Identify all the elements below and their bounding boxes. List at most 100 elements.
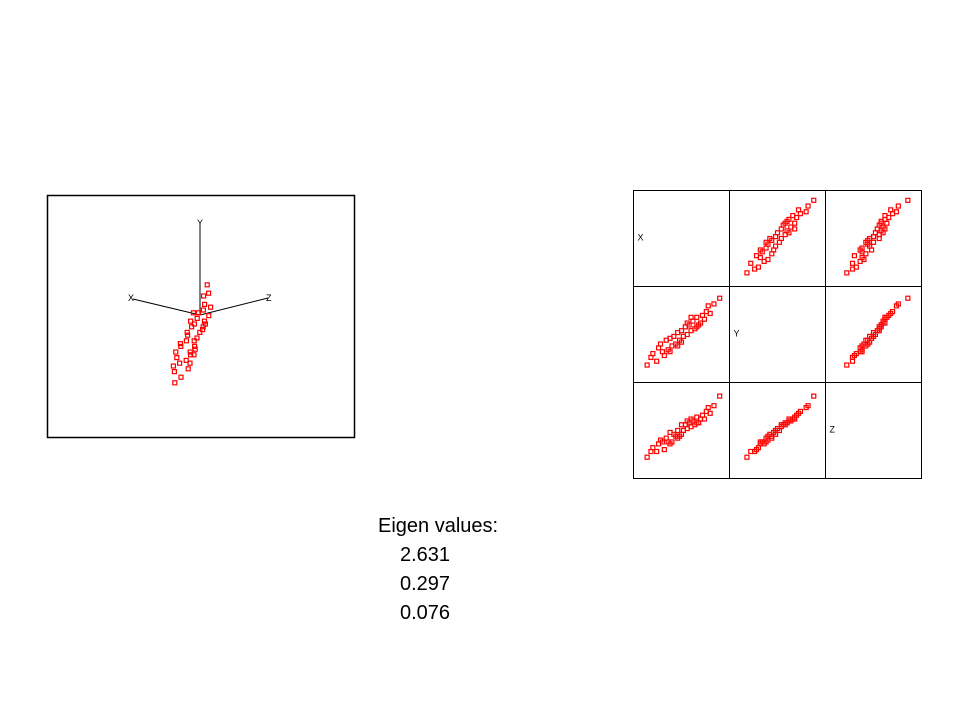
point <box>177 341 183 347</box>
point <box>170 363 176 369</box>
point <box>177 360 183 366</box>
point <box>711 301 717 307</box>
point <box>844 362 850 368</box>
point <box>795 410 802 416</box>
point <box>893 303 900 309</box>
point <box>200 324 206 330</box>
point <box>684 320 690 326</box>
point <box>206 313 212 319</box>
point <box>790 212 796 219</box>
point <box>751 266 758 272</box>
point <box>782 420 788 426</box>
point <box>757 247 763 253</box>
point <box>671 333 677 340</box>
point <box>867 339 873 345</box>
point <box>654 358 660 364</box>
point <box>857 349 863 355</box>
point <box>905 197 911 203</box>
variable-label: Y <box>734 329 740 339</box>
point <box>654 448 660 455</box>
point <box>189 324 195 330</box>
point <box>178 374 184 380</box>
point <box>882 226 888 232</box>
point <box>194 315 200 321</box>
point <box>172 380 178 386</box>
axis-3d <box>199 297 269 316</box>
point <box>805 203 811 209</box>
eigen-value: 0.076 <box>400 602 451 624</box>
point <box>803 209 809 215</box>
point <box>667 349 673 355</box>
point <box>694 324 700 330</box>
point <box>857 247 863 253</box>
point <box>657 437 664 443</box>
point <box>748 260 754 266</box>
point <box>675 427 681 434</box>
point <box>697 320 704 326</box>
point <box>195 310 201 316</box>
point <box>701 416 708 422</box>
point <box>803 404 809 411</box>
point <box>717 393 723 399</box>
point <box>786 230 792 236</box>
point <box>893 209 900 215</box>
point <box>767 431 773 437</box>
point <box>201 318 207 324</box>
point <box>667 441 673 447</box>
point <box>648 354 654 361</box>
point <box>786 216 792 223</box>
point <box>772 243 779 249</box>
point <box>774 230 781 236</box>
point <box>882 314 888 320</box>
point <box>765 256 771 263</box>
point <box>878 324 884 330</box>
point <box>184 329 190 335</box>
point <box>705 404 711 411</box>
point <box>192 346 198 352</box>
point <box>644 454 650 460</box>
point <box>851 253 858 259</box>
point <box>204 282 210 288</box>
point <box>187 349 193 355</box>
point <box>194 335 200 341</box>
point <box>707 410 713 416</box>
point <box>707 310 713 317</box>
point <box>678 339 685 345</box>
point <box>200 307 206 313</box>
point <box>188 352 194 358</box>
point <box>191 338 197 344</box>
point <box>882 212 888 219</box>
scatter-3d <box>170 282 214 386</box>
point <box>753 253 760 259</box>
point <box>861 256 867 263</box>
eigen-value: 0.297 <box>400 573 451 595</box>
point <box>191 321 197 327</box>
point <box>811 393 817 399</box>
axis-3d <box>132 298 201 316</box>
point <box>201 293 207 299</box>
point <box>174 355 180 361</box>
scatter-matrix: X Y Z <box>633 190 922 479</box>
point <box>191 352 197 358</box>
point <box>844 270 850 276</box>
point <box>648 448 654 455</box>
point <box>795 207 802 213</box>
point <box>763 239 769 245</box>
point <box>767 235 773 242</box>
point <box>202 301 208 307</box>
point <box>782 220 788 226</box>
point <box>183 357 189 363</box>
point <box>200 327 206 333</box>
point <box>849 260 856 266</box>
point <box>183 338 189 344</box>
point <box>778 235 784 242</box>
point <box>792 220 798 226</box>
point <box>185 332 191 338</box>
point <box>744 270 750 276</box>
point <box>688 416 694 422</box>
point <box>763 435 769 441</box>
eigen-title: Eigen values: <box>378 515 499 537</box>
point <box>757 441 763 447</box>
